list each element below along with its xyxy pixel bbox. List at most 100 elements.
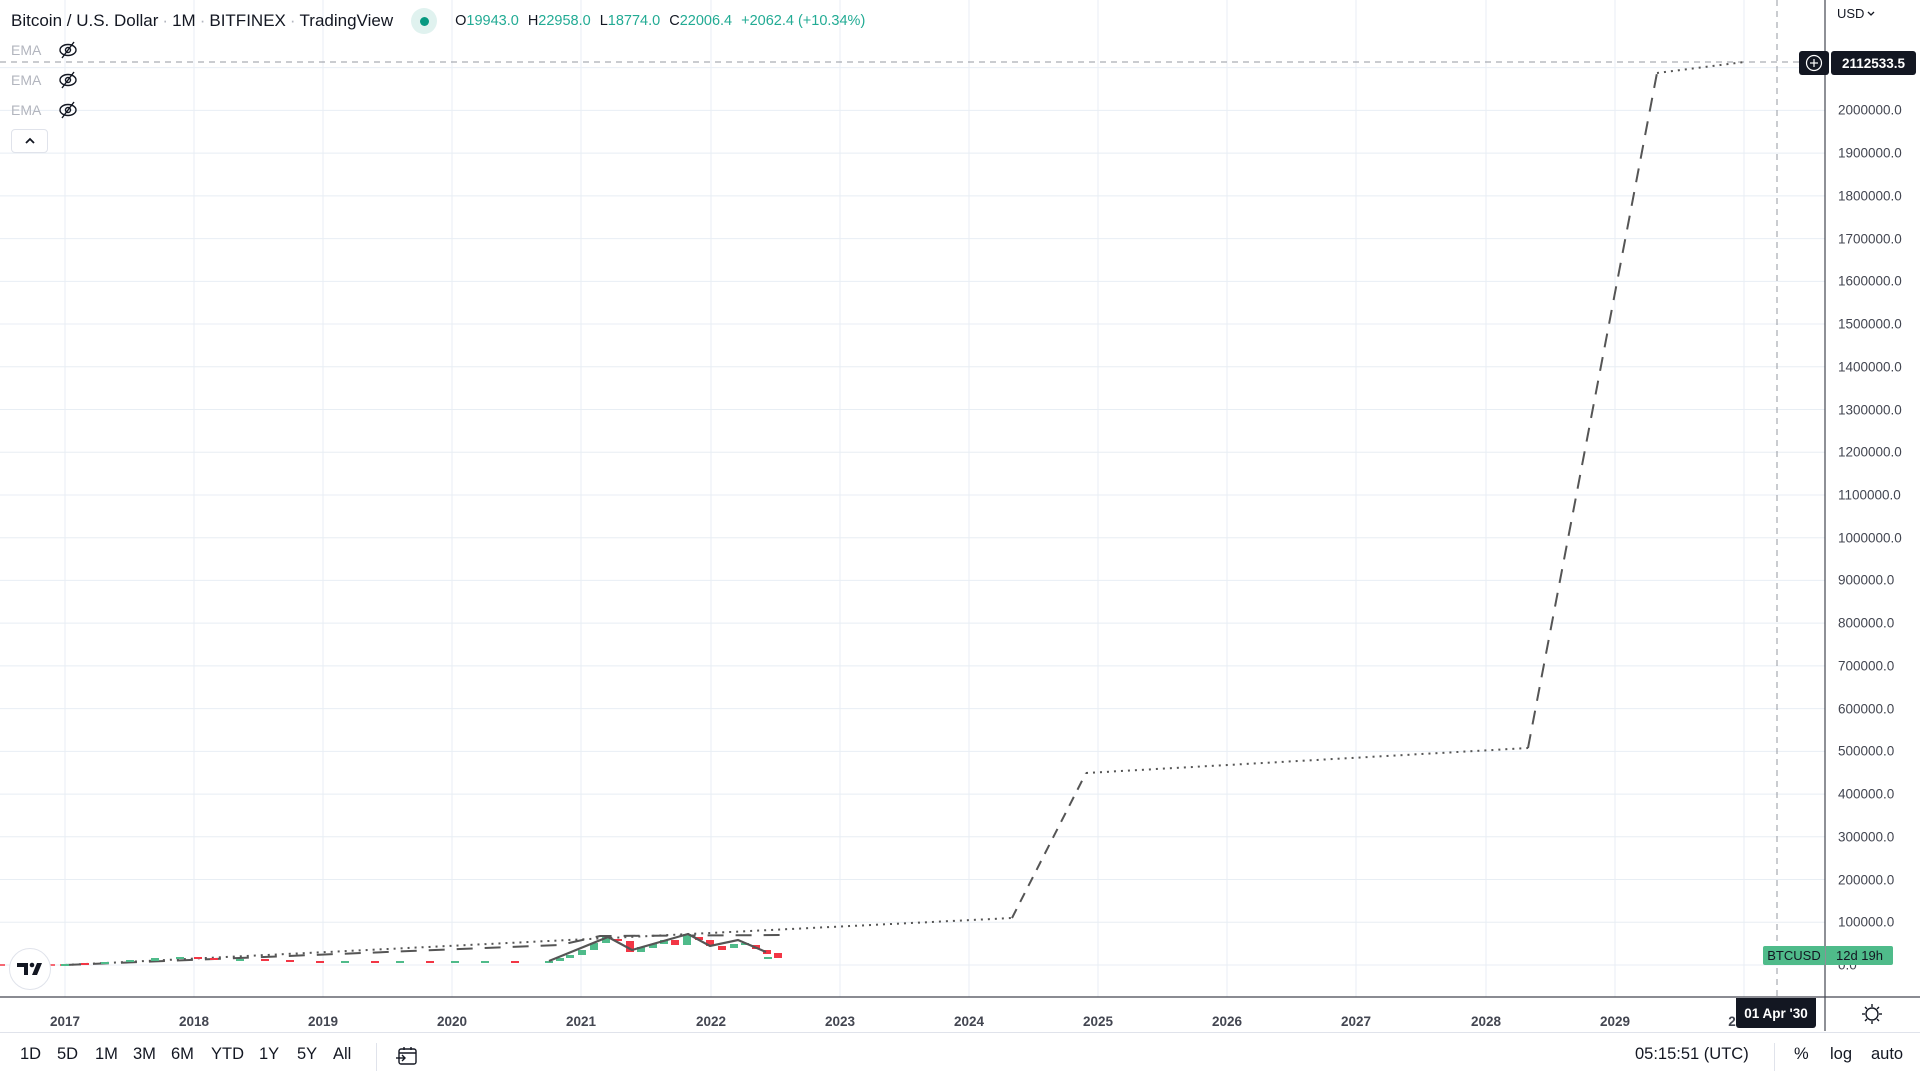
chart-legend: Bitcoin / U.S. Dollar · 1M · BITFINEX · … [11,8,865,34]
bottom-toolbar: 1D 5D 1M 3M 6M YTD 1Y 5Y All 05:15:51 (UTC) % lo… [0,1032,1920,1080]
gear-icon [1862,1004,1882,1024]
time-axis-label: 2018 [178,1014,210,1029]
price-axis-label: 1000000.0 [1838,530,1902,546]
interval-label[interactable]: 1M [172,11,196,30]
calendar-goto-icon [396,1047,417,1065]
price-axis-label: 200000.0 [1838,872,1895,888]
price-axis-label: 1900000.0 [1838,145,1902,161]
price-axis-label: 1200000.0 [1838,444,1902,460]
price-axis-label: 1600000.0 [1838,273,1902,289]
time-axis-label: 2022 [695,1014,727,1029]
open-value: 19943.0 [466,13,519,29]
chart-canvas[interactable] [0,0,1920,1032]
chevron-down-icon [1867,11,1875,16]
price-axis-label: 1100000.0 [1838,487,1901,503]
market-status-indicator[interactable] [411,8,438,34]
indicator-ema-2[interactable]: EMA [11,71,79,89]
price-close-line [548,932,767,963]
range-button-ytd[interactable]: YTD [211,1045,244,1063]
time-axis-label: 2020 [436,1014,468,1029]
price-axis-label: 900000.0 [1838,572,1895,588]
range-button-5d[interactable]: 5D [57,1045,79,1063]
projection-dotted-3 [1656,61,1745,74]
tradingview-logo[interactable] [9,948,51,990]
price-axis-label: 300000.0 [1838,829,1895,845]
eye-crossed-icon[interactable] [57,41,79,59]
high-label: H [527,13,539,29]
close-label: C [669,13,680,29]
range-button-1y[interactable]: 1Y [259,1045,280,1063]
toolbar-divider [376,1043,377,1071]
source-label: TradingView [299,11,394,30]
price-axis-label: 600000.0 [1838,701,1895,717]
time-axis-label: 2021 [565,1014,597,1029]
close-value: 22006.4 [679,13,733,29]
time-axis-label: 2019 [307,1014,339,1029]
currency-selector[interactable]: USD [1837,6,1875,21]
chart-grid [0,0,1825,997]
price-axis-label: 1500000.0 [1838,316,1902,332]
eye-crossed-icon[interactable] [57,101,79,119]
high-value: 22958.0 [538,13,591,29]
price-axis-label: 500000.0 [1838,743,1895,759]
price-axis-label: 400000.0 [1838,786,1895,802]
open-label: O [455,13,467,29]
time-axis-label: 2023 [824,1014,856,1029]
market-open-icon [419,16,429,26]
crosshair-date-label: 01 Apr '30 [1736,998,1816,1028]
time-axis-label: 2 [1728,1014,1736,1029]
ohlc-values: O19943.0 H22958.0 L18774.0 C22006.4 +206… [455,13,865,29]
price-axis-label: 800000.0 [1838,615,1895,631]
percent-toggle[interactable]: % [1794,1045,1809,1063]
indicator-ema-3[interactable]: EMA [11,101,79,119]
low-value: 18774.0 [607,13,661,29]
time-axis-label: 2025 [1082,1014,1114,1029]
eye-crossed-icon[interactable] [57,71,79,89]
indicator-name: EMA [11,42,42,58]
collapse-legend-button[interactable] [11,129,48,153]
price-axis-label: 2000000.0 [1838,102,1902,118]
utc-clock[interactable]: 05:15:51 (UTC) [1635,1045,1749,1063]
price-candles [61,934,782,966]
range-button-1d[interactable]: 1D [20,1045,42,1063]
change-value: +2062.4 (+10.34%) [741,13,866,29]
projection-dotted-1 [64,917,1013,966]
indicator-name: EMA [11,72,42,88]
range-button-6m[interactable]: 6M [171,1045,194,1063]
crosshair-price-label: 2112533.5 [1831,51,1916,75]
range-button-1m[interactable]: 1M [95,1045,118,1063]
chart-settings-button[interactable] [1858,1002,1886,1026]
low-label: L [599,13,608,29]
tradingview-logo-icon [17,962,42,975]
price-axis-label: 100000.0 [1838,914,1895,930]
price-axis-label: 1300000.0 [1838,402,1902,417]
add-alert-button[interactable] [1799,51,1829,75]
separator-dot: · [289,11,296,30]
symbol-title[interactable]: Bitcoin / U.S. Dollar [11,11,159,30]
go-to-date-button[interactable] [393,1043,421,1069]
range-button-3m[interactable]: 3M [133,1045,156,1063]
projection-dashed-2 [1527,72,1658,749]
plus-circle-icon [1805,54,1823,72]
auto-toggle[interactable]: auto [1871,1045,1904,1063]
price-axis-label: 1800000.0 [1838,188,1902,204]
range-button-5y[interactable]: 5Y [297,1045,318,1063]
separator-dot: · [199,11,206,30]
indicator-name: EMA [11,102,42,118]
price-axis-label: 700000.0 [1838,658,1895,674]
time-axis-label: 2027 [1340,1014,1372,1029]
time-axis-label: 2024 [953,1014,985,1029]
price-axis-label: 1400000.0 [1838,359,1902,375]
time-axis-label: 2029 [1599,1014,1631,1029]
time-axis-label: 2026 [1211,1014,1243,1029]
chevron-up-icon [24,137,35,144]
separator-dot: · [162,11,169,30]
log-toggle[interactable]: log [1830,1045,1853,1063]
toolbar-divider [1774,1043,1775,1071]
range-button-all[interactable]: All [333,1045,352,1063]
time-axis-label: 2028 [1470,1014,1502,1029]
indicator-ema-1[interactable]: EMA [11,41,79,59]
time-axis-label: 2017 [49,1014,81,1029]
symbol-price-tag: BTCUSD [1763,946,1825,965]
